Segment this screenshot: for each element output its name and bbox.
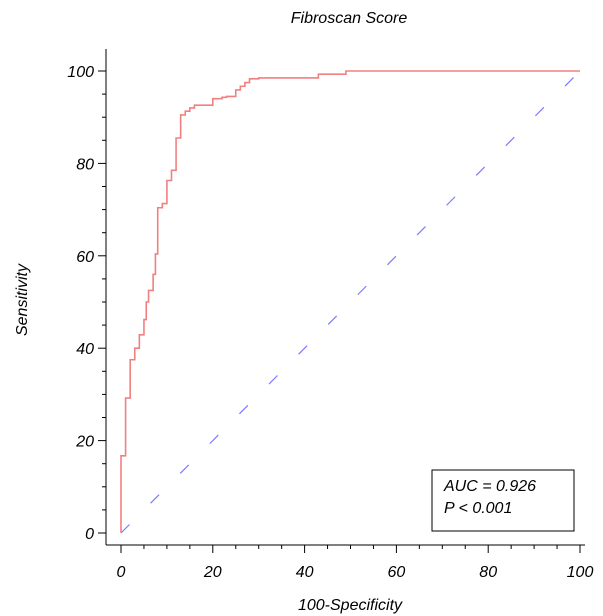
roc-curve-layer xyxy=(120,70,580,533)
y-tick-label: 60 xyxy=(76,249,94,266)
y-tick-label: 80 xyxy=(76,156,94,173)
x-tick-label: 20 xyxy=(203,564,222,581)
x-tick-label: 0 xyxy=(117,564,126,581)
annotation-box-border xyxy=(431,469,575,532)
p-value-annotation: P < 0.001 xyxy=(444,500,512,517)
diagonal-reference-line xyxy=(120,70,581,534)
x-tick-label: 40 xyxy=(296,564,314,581)
y-tick-label: 20 xyxy=(75,434,94,451)
x-axis-label: 100-Specificity xyxy=(298,597,403,614)
y-axis-label: Sensitivity xyxy=(14,263,31,336)
annotation-box: AUC = 0.926 P < 0.001 xyxy=(431,469,575,532)
chart-title: Fibroscan Score xyxy=(291,10,408,27)
roc-curve-line xyxy=(120,70,580,533)
x-axis-ticks: 0 20 40 60 80 100 xyxy=(117,545,594,581)
y-tick-label: 40 xyxy=(76,341,94,358)
y-axis-ticks: 0 20 40 60 80 100 xyxy=(67,64,106,543)
x-tick-label: 100 xyxy=(567,564,594,581)
y-tick-label: 0 xyxy=(85,526,94,543)
y-tick-label: 100 xyxy=(67,64,94,81)
auc-annotation: AUC = 0.926 xyxy=(443,478,536,495)
x-tick-label: 80 xyxy=(479,564,497,581)
x-tick-label: 60 xyxy=(388,564,406,581)
reference-diagonal xyxy=(120,70,581,534)
